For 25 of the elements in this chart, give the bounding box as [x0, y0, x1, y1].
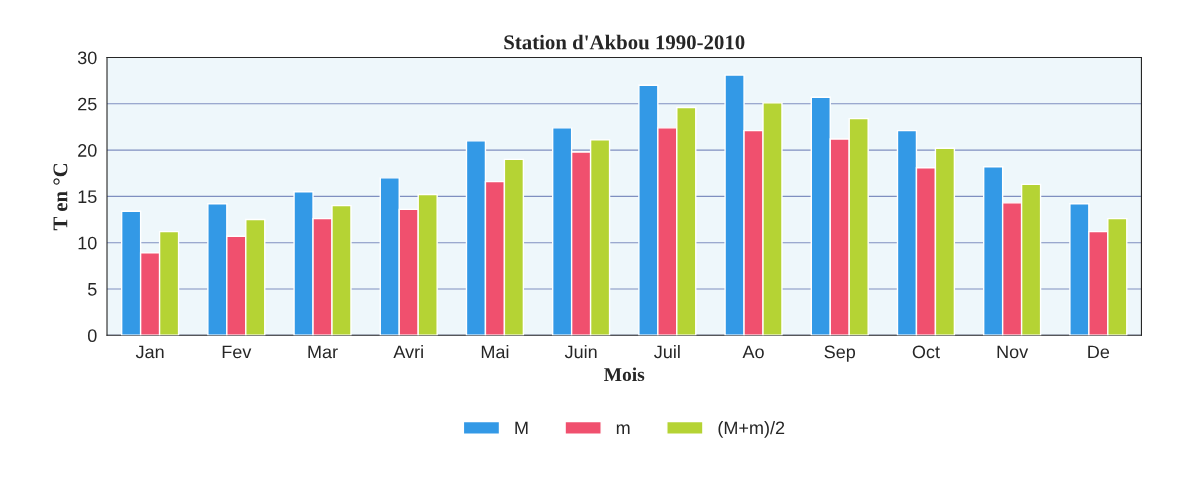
- y-tick-label: 10: [78, 236, 97, 250]
- x-tick-label: Mar: [308, 345, 338, 359]
- legend-label: m: [616, 424, 630, 435]
- x-axis-title: Mois: [604, 367, 645, 382]
- legend-label: (M+m)/2: [718, 421, 785, 438]
- y-tick-label: 25: [78, 97, 97, 111]
- x-tick-label: De: [1088, 345, 1110, 359]
- x-tick-label: Mai: [481, 345, 509, 359]
- y-tick-label: 20: [78, 144, 97, 157]
- x-tick-label: Avri: [393, 345, 423, 359]
- x-tick-label: Ao: [742, 345, 764, 359]
- x-tick-label: Oct: [912, 345, 940, 359]
- x-tick-label: Jan: [135, 345, 164, 359]
- x-tick-label: Juin: [564, 345, 597, 359]
- y-tick-label: 0: [87, 329, 97, 343]
- x-tick-label: Fev: [222, 345, 252, 359]
- y-axis-title: T en °C: [53, 163, 68, 231]
- legend-label: M: [515, 421, 528, 435]
- y-tick-label: 5: [87, 283, 97, 296]
- x-tick-label: Nov: [997, 345, 1029, 359]
- x-tick-label: Juil: [654, 345, 680, 359]
- y-tick-label: 15: [78, 190, 97, 204]
- chart-title: Station d'Akbou 1990-2010: [504, 34, 745, 50]
- y-tick-label: 30: [77, 51, 97, 65]
- x-tick-label: Sep: [824, 345, 856, 362]
